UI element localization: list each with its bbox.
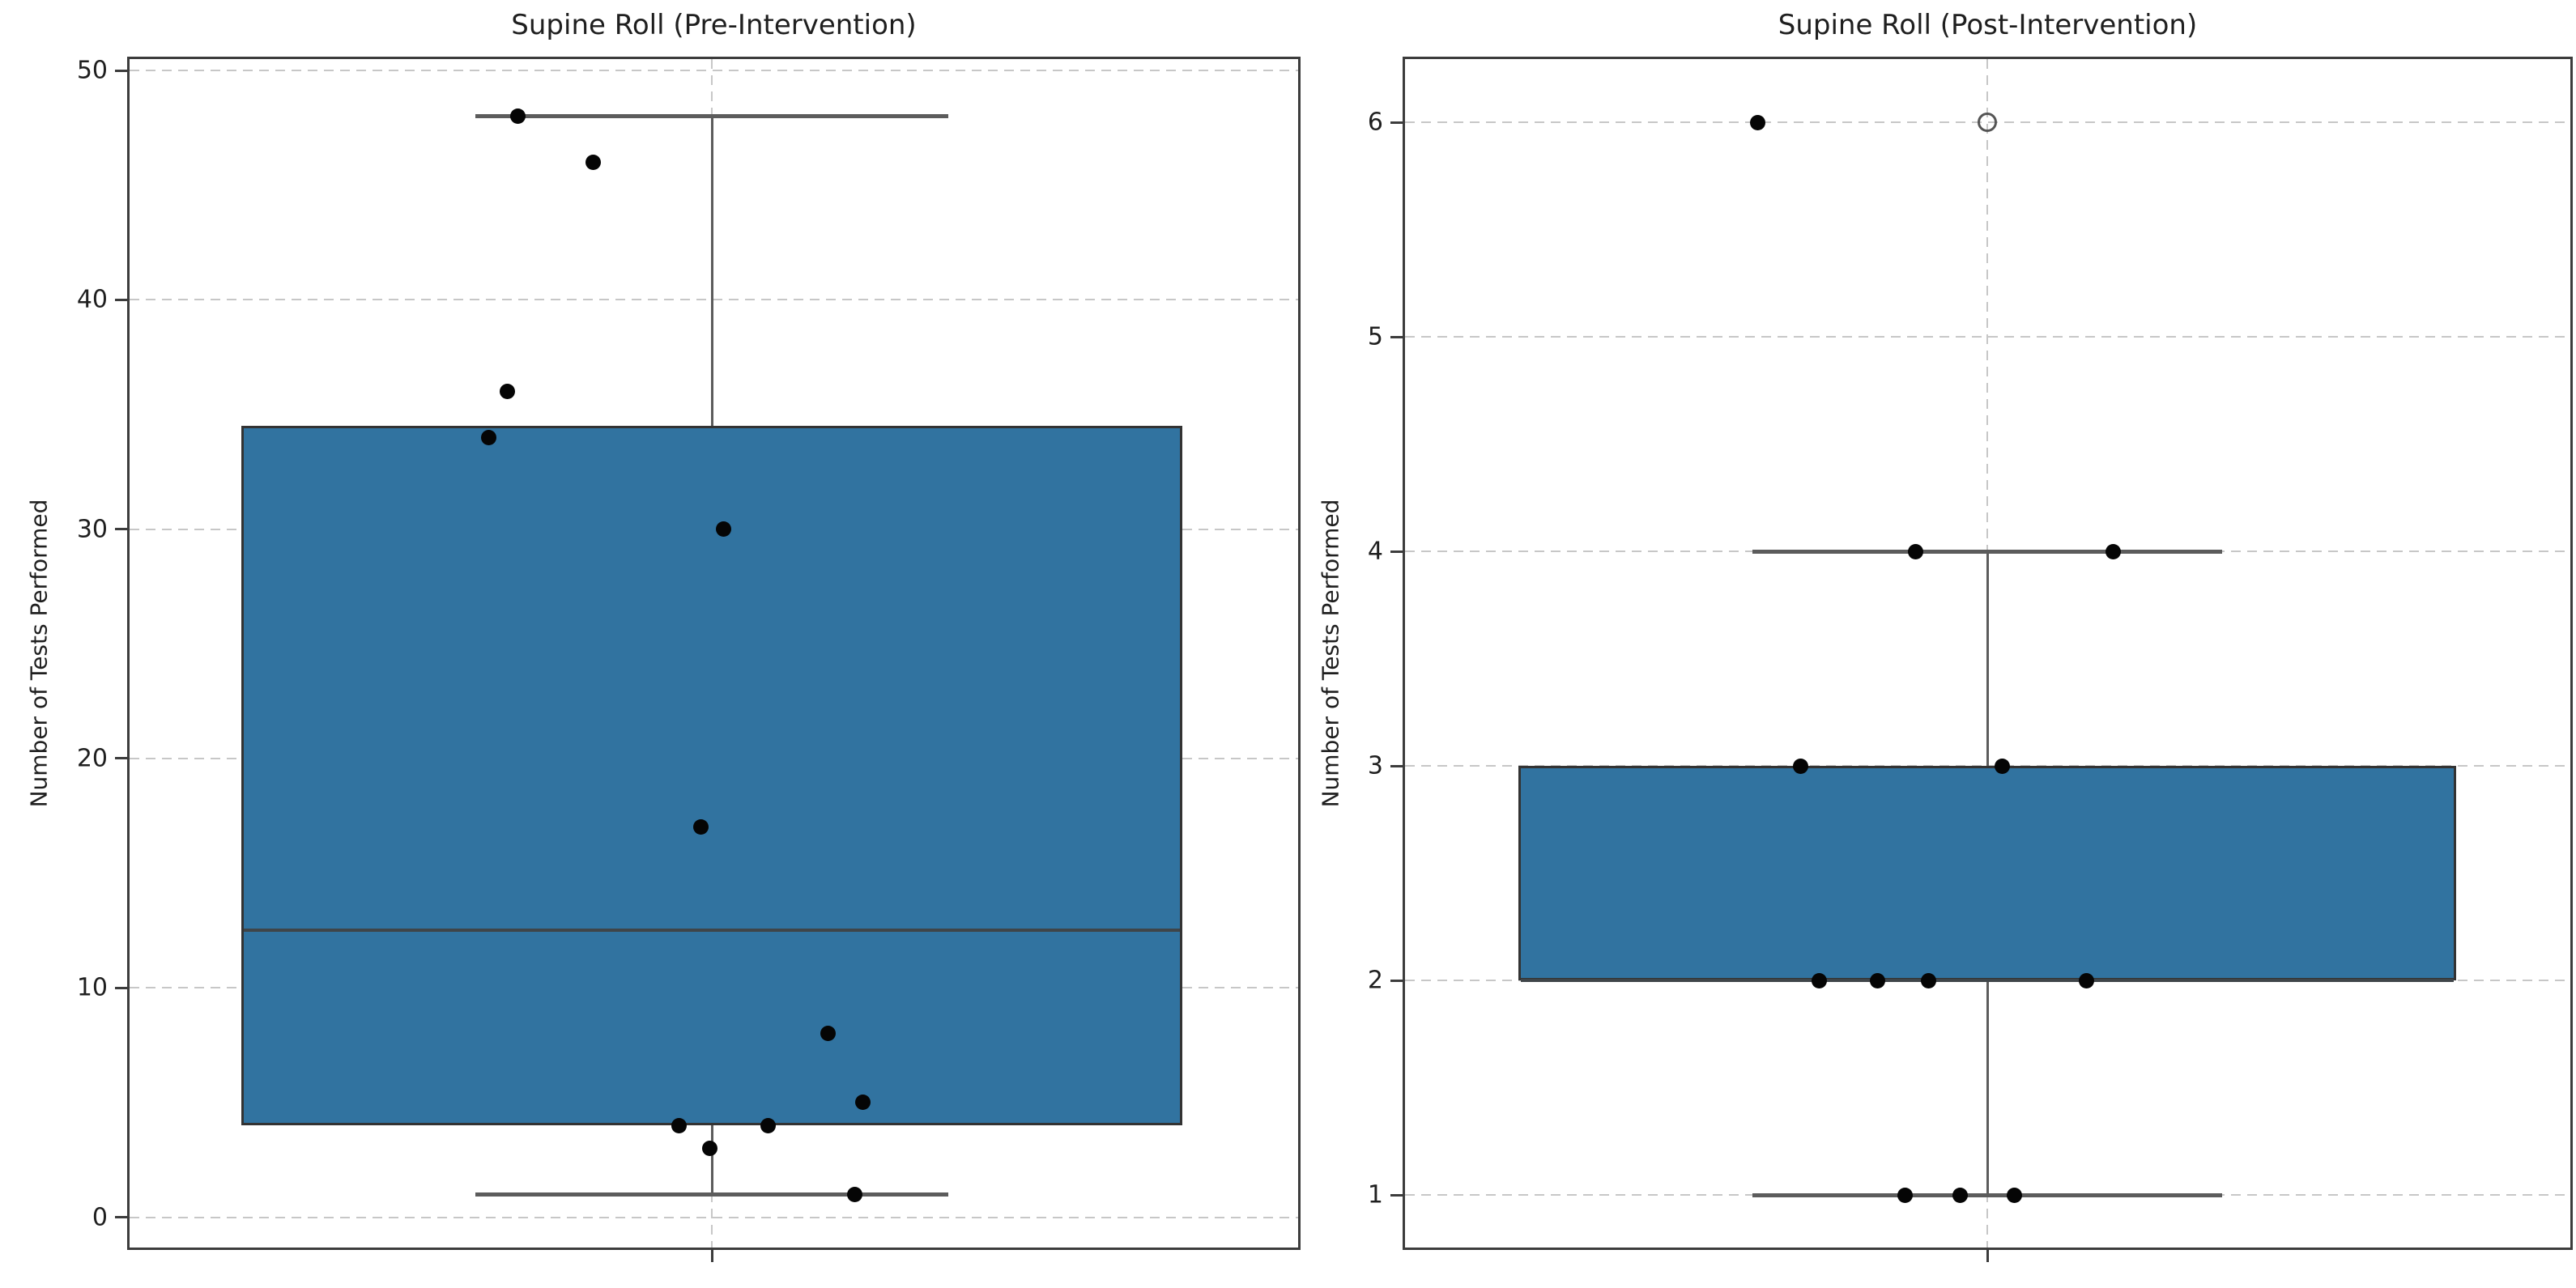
y-tick-label: 0: [92, 1203, 108, 1231]
lower-whisker: [1986, 980, 1989, 1195]
data-point: [499, 384, 515, 400]
y-axis-label: Number of Tests Performed: [1317, 499, 1344, 808]
data-point: [1869, 972, 1885, 988]
data-point: [1792, 758, 1808, 774]
data-point: [701, 1141, 717, 1156]
data-point: [2105, 543, 2121, 559]
y-gridline: [130, 1216, 1298, 1218]
data-point: [1952, 1187, 1968, 1203]
y-tick-label: 30: [76, 515, 108, 544]
y-tick-mark: [115, 298, 127, 301]
y-tick-label: 1: [1367, 1180, 1383, 1209]
y-tick-mark: [115, 69, 127, 72]
data-point: [1920, 972, 1936, 988]
upper-whisker-cap: [1752, 549, 2222, 554]
y-tick-mark: [115, 757, 127, 760]
upper-whisker: [710, 116, 713, 427]
data-point: [1897, 1187, 1913, 1203]
y-tick-mark: [1390, 764, 1403, 767]
plot-title: Supine Roll (Pre-Intervention): [511, 9, 917, 41]
y-tick-mark: [1390, 979, 1403, 982]
data-point: [715, 521, 731, 538]
y-tick-mark: [1390, 550, 1403, 553]
iqr-box: [241, 426, 1182, 1126]
upper-whisker-cap: [475, 114, 948, 119]
y-gridline: [130, 299, 1298, 301]
subplot-post-intervention: Supine Roll (Post-Intervention) Number o…: [1318, 9, 2573, 1262]
lower-whisker-cap: [475, 1192, 948, 1197]
y-tick-label: 50: [76, 56, 108, 85]
y-tick-mark: [1390, 335, 1403, 338]
median-line: [244, 929, 1180, 933]
y-tick-label: 6: [1367, 108, 1383, 137]
data-point: [2078, 972, 2094, 988]
y-tick-label: 4: [1367, 537, 1383, 566]
y-tick-label: 40: [76, 285, 108, 314]
data-point: [1811, 972, 1827, 988]
x-tick-mark: [710, 1250, 713, 1262]
data-point: [509, 108, 526, 125]
data-point: [2006, 1187, 2022, 1203]
upper-whisker: [1986, 551, 1989, 766]
data-point: [760, 1117, 776, 1133]
data-point: [480, 429, 496, 445]
data-point: [846, 1186, 862, 1202]
y-tick-label: 5: [1367, 322, 1383, 351]
plot-title: Supine Roll (Post-Intervention): [1778, 9, 2198, 41]
lower-whisker-cap: [1752, 1192, 2222, 1197]
data-point: [820, 1026, 836, 1042]
y-tick-label: 20: [76, 744, 108, 773]
data-point: [1907, 543, 1923, 559]
x-tick-mark: [1986, 1250, 1989, 1262]
subplot-pre-intervention: Supine Roll (Pre-Intervention) Number of…: [26, 9, 1301, 1262]
data-point: [1994, 758, 2010, 774]
y-tick-label: 3: [1367, 751, 1383, 780]
y-tick-mark: [1390, 121, 1403, 124]
data-point: [585, 154, 601, 170]
y-axis-label: Number of Tests Performed: [25, 499, 53, 808]
y-tick-mark: [1390, 1193, 1403, 1197]
y-tick-mark: [115, 1216, 127, 1218]
iqr-box: [1518, 766, 2456, 980]
y-gridline: [130, 70, 1298, 71]
y-tick-label: 2: [1367, 966, 1383, 995]
lower-whisker: [710, 1125, 713, 1195]
data-point: [1749, 114, 1765, 130]
outlier-point: [1978, 113, 1997, 132]
y-tick-mark: [115, 986, 127, 989]
data-point: [854, 1095, 871, 1111]
median-line: [1521, 979, 2454, 982]
y-tick-mark: [115, 528, 127, 531]
data-point: [671, 1117, 687, 1133]
data-point: [692, 819, 709, 835]
y-tick-label: 10: [76, 973, 108, 1002]
